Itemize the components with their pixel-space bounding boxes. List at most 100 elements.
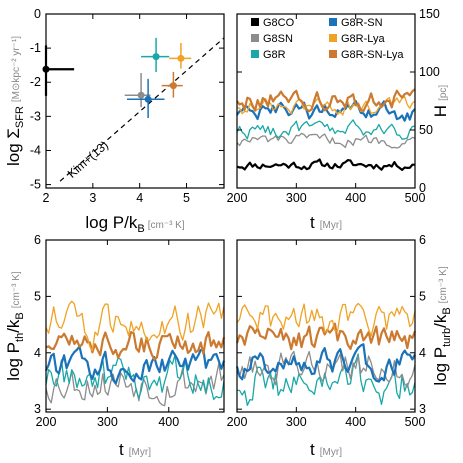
y-axis-label: H [pc] <box>431 85 450 118</box>
y-axis-label-tail: /k <box>431 314 450 328</box>
y-tick-label: 4 <box>34 346 41 360</box>
series-line-g8r-lya <box>236 302 416 337</box>
legend-swatch-g8r-sn <box>329 18 337 26</box>
x-axis-label-main: t <box>310 213 315 232</box>
series-line-g8r <box>45 354 225 401</box>
y-tick-label: -2 <box>30 75 41 89</box>
height-panel-frame <box>236 13 416 189</box>
x-tick-label: 200 <box>227 415 248 429</box>
reference-line <box>59 37 225 182</box>
y-axis-label-tail: /k <box>4 319 23 333</box>
y-axis-label: log ΣSFR [M⊙kpc⁻² yr⁻¹] <box>4 36 26 166</box>
series-line-g8r-sn <box>235 343 416 383</box>
y-tick-label: 0 <box>419 181 426 195</box>
y-axis-label-main: log P <box>4 342 23 381</box>
x-tick-label: 200 <box>227 191 248 205</box>
x-tick-label: 300 <box>286 191 307 205</box>
thermal-panel-frame <box>45 239 225 413</box>
x-axis-label-main: t <box>310 440 315 459</box>
x-tick-label: 3 <box>89 191 96 205</box>
y-axis-label-sub: turb <box>441 328 453 347</box>
data-point-g8co <box>42 65 50 73</box>
data-point-g8r-sn-lya <box>169 82 177 90</box>
y-tick-label: 50 <box>419 123 433 137</box>
series-line-g8r-sn-lya <box>236 88 416 113</box>
x-axis-label: t [Myr] <box>119 440 151 459</box>
y-tick-label: 6 <box>34 233 41 247</box>
sfr-panel-frame <box>45 13 225 189</box>
y-tick-label: -5 <box>30 178 41 192</box>
y-tick-label: 3 <box>34 402 41 416</box>
x-tick-label: 5 <box>183 191 190 205</box>
turbulent-panel-frame <box>236 239 416 413</box>
x-tick-label: 4 <box>136 191 143 205</box>
x-tick-label: 400 <box>345 191 366 205</box>
series-line-g8r <box>236 119 416 140</box>
y-axis-label-main: H <box>431 105 450 117</box>
y-tick-label: 5 <box>34 289 41 303</box>
panel-thermal-pressure: 200 300 400 3 4 5 6 t [Myr] log Pth/kB [cm⁻³ K] <box>4 233 226 459</box>
x-axis-label-unit: [cm⁻³ K] <box>148 220 185 231</box>
x-axis-label: log P/kB [cm⁻³ K] <box>85 213 184 235</box>
legend-label-g8r-sn: G8R-SN <box>341 17 383 29</box>
x-axis-label-unit: [Myr] <box>129 447 151 458</box>
y-axis-label-unit: [cm⁻³ K] <box>11 271 22 308</box>
x-axis-label: t [Myr] <box>310 213 342 232</box>
y-tick-label: 150 <box>419 7 440 21</box>
series-line-g8r-sn-lya <box>45 331 226 361</box>
data-point-g8r <box>152 53 160 61</box>
y-axis-label: log Pturb/kB [cm⁻³ K] <box>431 266 453 385</box>
series-line-g8sn <box>236 132 416 149</box>
y-axis-label-sub2: B <box>441 307 453 314</box>
x-tick-label: 300 <box>286 415 307 429</box>
x-tick-label: 200 <box>36 415 57 429</box>
y-tick-label: 4 <box>419 346 426 360</box>
x-tick-label: 300 <box>97 415 118 429</box>
legend-swatch-g8r-sn-lya <box>329 50 337 58</box>
y-axis-label-sub: SFR <box>14 106 26 128</box>
y-tick-label: 0 <box>34 7 41 21</box>
y-tick-label: -3 <box>30 109 41 123</box>
y-axis-label-unit: [pc] <box>438 85 449 101</box>
series-line-g8r <box>237 353 416 406</box>
x-axis-label-sub: B <box>137 223 144 235</box>
legend-label-g8r: G8R <box>263 49 286 61</box>
series-line-g8r-sn <box>44 345 226 385</box>
y-tick-label: 100 <box>419 65 440 79</box>
x-tick-label: 500 <box>405 415 426 429</box>
y-tick-label: 6 <box>419 233 426 247</box>
legend-label-g8r-lya: G8R-Lya <box>341 33 385 45</box>
series-line-g8r-sn-lya <box>235 322 417 351</box>
data-point-g8r-lya <box>177 54 185 62</box>
legend-swatch-g8r <box>251 50 259 58</box>
y-tick-label: 5 <box>419 289 426 303</box>
reference-line-label: Kim+(13) <box>65 138 111 181</box>
series-line-g8r-lya <box>45 300 225 352</box>
legend-swatch-g8sn <box>251 34 259 42</box>
y-axis-label-sub: th <box>14 333 26 342</box>
legend-swatch-g8r-lya <box>329 34 337 42</box>
x-axis-label-main: t <box>119 440 124 459</box>
x-tick-label: 400 <box>158 415 179 429</box>
legend-swatch-g8co <box>251 18 259 26</box>
y-axis-label-sub2: B <box>14 312 26 319</box>
data-point-g8sn <box>137 91 145 99</box>
series-line-g8r-sn <box>236 99 416 122</box>
data-point-g8r-sn <box>144 95 152 103</box>
x-axis-label: t [Myr] <box>310 440 342 459</box>
y-axis-label-unit: [M⊙kpc⁻² yr⁻¹] <box>11 36 22 102</box>
y-tick-label: -4 <box>30 143 41 157</box>
y-tick-label: 3 <box>419 402 426 416</box>
y-tick-label: -1 <box>30 41 41 55</box>
x-axis-label-unit: [Myr] <box>320 220 342 231</box>
legend-label-g8r-sn-lya: G8R-SN-Lya <box>341 49 404 61</box>
y-axis-label-main: log Σ <box>4 128 23 166</box>
legend-label-g8co: G8CO <box>263 17 295 29</box>
x-tick-label: 500 <box>405 191 426 205</box>
x-axis-label-main: log P/k <box>85 213 137 232</box>
x-tick-label: 2 <box>43 191 50 205</box>
